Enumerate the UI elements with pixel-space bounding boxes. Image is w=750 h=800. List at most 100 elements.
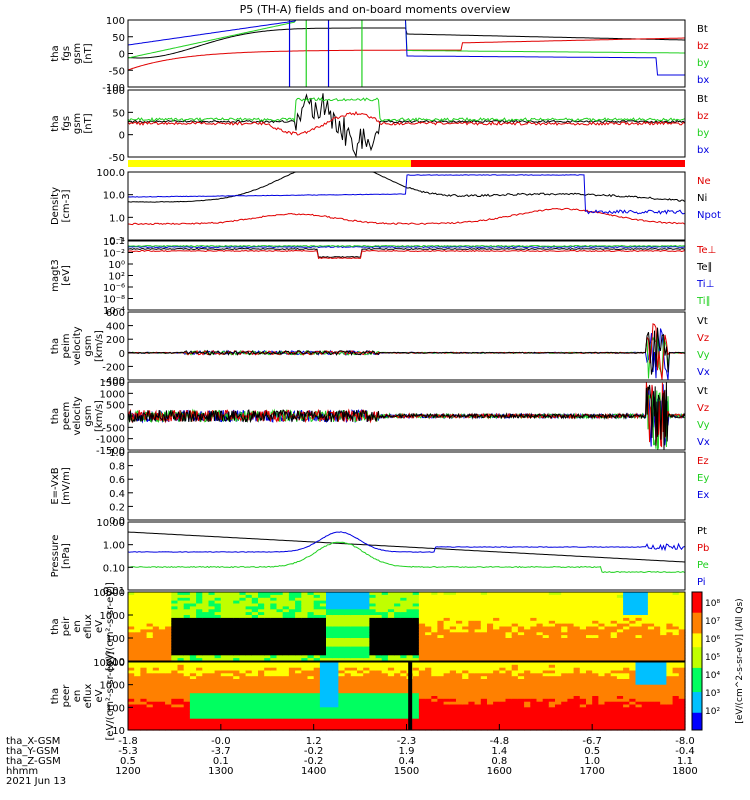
spectrogram-cell <box>647 592 655 596</box>
spectrogram-cell <box>629 615 637 619</box>
spectrogram-cell <box>301 687 309 691</box>
spectrogram-cell <box>678 594 686 599</box>
spectrogram-cell <box>412 592 420 596</box>
spectrogram-cell <box>561 721 568 725</box>
spectrogram-cell <box>604 652 612 656</box>
spectrogram-cell <box>363 615 370 619</box>
spectrogram-cell <box>524 597 531 602</box>
spectrogram-cell <box>499 640 507 645</box>
spectrogram-cell <box>152 649 160 653</box>
spectrogram-cell <box>233 670 240 674</box>
spectrogram-cell <box>214 701 222 706</box>
spectrogram-cell <box>313 658 321 662</box>
spectrogram-cell <box>128 698 135 703</box>
spectrogram-cell <box>245 658 253 662</box>
spectrogram-cell <box>517 696 525 700</box>
spectrogram-cell <box>301 667 309 672</box>
spectrogram-cell <box>214 670 222 674</box>
spectrogram-cell <box>505 597 513 602</box>
spectrogram-cell <box>264 690 271 694</box>
spectrogram-cell <box>158 629 166 633</box>
spectrogram-cell <box>480 643 488 648</box>
spectrogram-cell <box>536 701 544 706</box>
spectrogram-cell <box>400 707 408 711</box>
spectrogram-cell <box>678 704 686 708</box>
spectrogram-cell <box>505 615 513 619</box>
spectrogram-cell <box>474 707 482 711</box>
spectrogram-cell <box>363 594 370 599</box>
spectrogram-cell <box>425 727 432 731</box>
spectrogram-cell <box>474 687 482 691</box>
spectrogram-cell <box>276 655 284 659</box>
spectrogram-cell <box>394 673 401 677</box>
spectrogram-cell <box>326 643 333 648</box>
spectrogram-cell <box>313 724 321 728</box>
spectrogram-cell <box>394 687 401 691</box>
spectrogram-cell <box>307 635 315 639</box>
spectrogram-cell <box>375 707 383 711</box>
spectrogram-cell <box>183 652 191 656</box>
spectrogram-cell <box>202 615 210 619</box>
y-tick-label: -50 <box>109 153 125 164</box>
spectrogram-cell <box>264 684 271 689</box>
spectrogram-cell <box>567 704 575 708</box>
spectrogram-cell <box>418 684 426 689</box>
spectrogram-cell <box>561 632 568 636</box>
spectrogram-cell <box>542 594 550 599</box>
spectrogram-cell <box>171 670 179 674</box>
spectrogram-cell <box>338 670 346 674</box>
spectrogram-cell <box>183 698 191 703</box>
spectrogram-cell <box>295 620 302 625</box>
spectrogram-cell <box>573 679 581 683</box>
spectrogram-cell <box>400 638 408 642</box>
spectrogram-cell <box>313 684 321 689</box>
legend-label: bz <box>697 111 709 122</box>
spectrogram-cell <box>666 632 674 636</box>
spectrogram-cell <box>128 603 135 607</box>
spectrogram-cell <box>431 693 439 697</box>
spectrogram-cell <box>654 673 661 677</box>
spectrogram-cell <box>579 676 587 680</box>
spectrogram-cell <box>338 679 346 683</box>
spectrogram-cell <box>598 617 606 622</box>
spectrogram-cell <box>134 592 141 596</box>
spectrogram-cell <box>319 687 327 691</box>
spectrogram-cell <box>183 649 191 653</box>
spectrogram-cell <box>282 652 290 656</box>
spectrogram-cell <box>264 727 271 731</box>
spectrogram-cell <box>381 727 389 731</box>
spectrogram-cell <box>418 710 426 714</box>
spectrogram-cell <box>647 655 655 659</box>
spectrogram-cell <box>189 612 197 616</box>
spectrogram-cell <box>369 693 377 697</box>
spectrogram-cell <box>573 592 581 596</box>
spectrogram-cell <box>623 701 630 706</box>
spectrogram-cell <box>196 727 203 731</box>
spectrogram-cell <box>412 640 420 645</box>
spectrogram-cell <box>128 673 135 677</box>
spectrogram-cell <box>493 673 500 677</box>
spectrogram-cell <box>499 727 507 731</box>
spectrogram-cell <box>493 710 500 714</box>
legend-label: bx <box>697 75 709 86</box>
spectrogram-cell <box>146 684 154 689</box>
spectrogram-cell <box>586 635 593 639</box>
spectrogram-cell <box>412 617 420 622</box>
spectrogram-cell <box>592 600 599 605</box>
spectrogram-cell <box>641 597 649 602</box>
spectrogram-cell <box>128 655 135 659</box>
spectrogram-cell <box>220 649 228 653</box>
spectrogram-cell <box>239 724 247 728</box>
spectrogram-cell <box>158 710 166 714</box>
spectrogram-cell <box>387 615 395 619</box>
y-tick-label: 1000 <box>100 611 125 622</box>
spectrogram-cell <box>456 603 463 607</box>
spectrogram-cell <box>239 620 247 625</box>
spectrogram-cell <box>146 640 154 645</box>
spectrogram-cell <box>394 662 401 666</box>
spectrogram-cell <box>517 643 525 648</box>
spectrogram-cell <box>258 673 265 677</box>
spectrogram-cell <box>233 707 240 711</box>
spectrogram-cell <box>233 615 240 619</box>
spectrogram-cell <box>245 649 253 653</box>
